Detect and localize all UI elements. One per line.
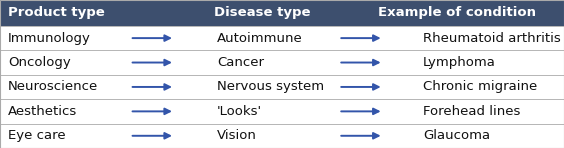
Bar: [0, 0, 564, 26]
Text: Oncology: Oncology: [8, 56, 70, 69]
Text: Disease type: Disease type: [214, 7, 311, 19]
Text: Eye care: Eye care: [8, 129, 65, 142]
Text: Glaucoma: Glaucoma: [423, 129, 490, 142]
Text: Chronic migraine: Chronic migraine: [423, 81, 537, 93]
Bar: [0, 50, 564, 75]
Text: Lymphoma: Lymphoma: [423, 56, 496, 69]
Bar: [0, 26, 564, 50]
Text: Nervous system: Nervous system: [217, 81, 324, 93]
Text: Autoimmune: Autoimmune: [217, 32, 303, 45]
Text: Forehead lines: Forehead lines: [423, 105, 521, 118]
Bar: [0, 124, 564, 148]
Bar: [0, 75, 564, 99]
Text: Example of condition: Example of condition: [378, 7, 536, 19]
Text: Cancer: Cancer: [217, 56, 264, 69]
Text: Aesthetics: Aesthetics: [8, 105, 77, 118]
Text: Product type: Product type: [8, 7, 105, 19]
Text: Immunology: Immunology: [8, 32, 91, 45]
Text: Vision: Vision: [217, 129, 257, 142]
Text: 'Looks': 'Looks': [217, 105, 262, 118]
Text: Rheumatoid arthritis: Rheumatoid arthritis: [423, 32, 561, 45]
Bar: [0, 99, 564, 124]
Text: Neuroscience: Neuroscience: [8, 81, 98, 93]
